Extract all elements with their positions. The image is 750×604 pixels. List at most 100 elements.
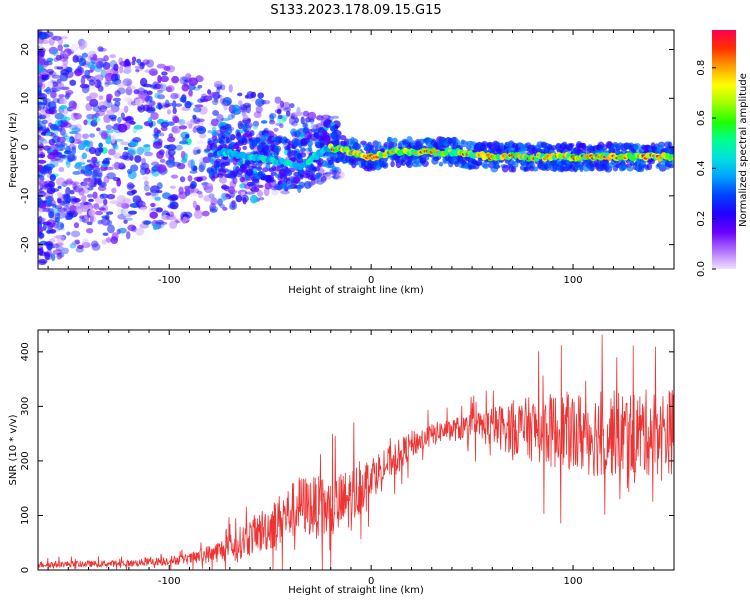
- heatmap-cell: [48, 46, 58, 55]
- heatmap-cell: [91, 243, 101, 251]
- heatmap-cell: [165, 86, 173, 93]
- y-tick-label: -20: [20, 236, 31, 252]
- heatmap-cell: [74, 198, 80, 204]
- heatmap-cell: [602, 148, 607, 154]
- heatmap-cell: [38, 204, 41, 208]
- heatmap-cell: [207, 183, 214, 187]
- heatmap-cell: [273, 127, 279, 132]
- heatmap-cell: [274, 96, 282, 104]
- heatmap-cell: [579, 164, 584, 171]
- heatmap-cell: [38, 30, 43, 38]
- heatmap-cell: [105, 157, 112, 161]
- heatmap-cell: [63, 180, 74, 184]
- heatmap-cell: [190, 192, 198, 197]
- heatmap-cell: [105, 124, 113, 131]
- heatmap-cell: [255, 137, 261, 143]
- heatmap-cell: [184, 188, 191, 197]
- heatmap-cell: [135, 227, 145, 236]
- heatmap-cell: [48, 37, 55, 46]
- heatmap-cell: [250, 194, 258, 204]
- heatmap-cell: [124, 65, 132, 74]
- heatmap-cell: [95, 196, 105, 204]
- heatmap-cell: [133, 124, 144, 130]
- heatmap-cell: [146, 90, 153, 96]
- heatmap-cell: [249, 130, 255, 137]
- heatmap-cell: [150, 111, 159, 120]
- heatmap-cell: [52, 249, 63, 256]
- heatmap-cell: [300, 116, 305, 125]
- heatmap-cell: [43, 180, 54, 188]
- heatmap-cell: [165, 160, 172, 166]
- heatmap-cell: [257, 92, 265, 99]
- heatmap-cell: [79, 215, 85, 220]
- heatmap-cell: [69, 79, 77, 86]
- heatmap-cell: [127, 224, 137, 232]
- heatmap-cell: [122, 78, 133, 86]
- heatmap-cell: [39, 152, 46, 158]
- heatmap-cell: [143, 89, 148, 94]
- heatmap-cell: [97, 46, 104, 52]
- heatmap-cell: [116, 202, 126, 208]
- heatmap-cell: [129, 154, 134, 161]
- heatmap-cell: [199, 133, 207, 139]
- heatmap-cell: [139, 167, 147, 176]
- heatmap-cell: [88, 79, 95, 86]
- heatmap-cell: [474, 161, 483, 166]
- heatmap-cell: [169, 185, 176, 189]
- heatmap-cell: [438, 161, 444, 167]
- heatmap-cell: [81, 214, 90, 224]
- heatmap-cell: [118, 65, 124, 74]
- heatmap-cell: [147, 117, 153, 124]
- heatmap-cell: [106, 109, 115, 116]
- heatmap-cell: [95, 57, 105, 62]
- heatmap-cell: [142, 144, 151, 154]
- heatmap-cell: [220, 84, 226, 91]
- heatmap-cell: [158, 221, 168, 225]
- heatmap-cell: [50, 90, 57, 99]
- heatmap-cell: [494, 163, 500, 169]
- heatmap-cell: [103, 175, 110, 184]
- heatmap-cell: [482, 163, 489, 169]
- heatmap-cell: [289, 103, 295, 109]
- y-tick-label: 10: [20, 92, 31, 105]
- heatmap-cell: [92, 174, 103, 181]
- heatmap-cell: [48, 180, 56, 188]
- heatmap-cell: [213, 98, 219, 103]
- heatmap-cell: [38, 119, 43, 128]
- heatmap-cell: [55, 119, 61, 127]
- heatmap-cell: [196, 190, 203, 195]
- heatmap-cell: [218, 176, 228, 184]
- heatmap-cell: [114, 90, 121, 97]
- heatmap-cell: [171, 75, 180, 84]
- heatmap-cell: [176, 162, 186, 170]
- heatmap-cell: [111, 164, 117, 168]
- heatmap-cell: [151, 120, 156, 127]
- heatmap-cell: [241, 123, 252, 132]
- heatmap-cell: [38, 64, 45, 73]
- heatmap-cell: [298, 181, 306, 188]
- heatmap-cell: [106, 172, 116, 180]
- heatmap-cell: [303, 180, 312, 189]
- heatmap-cell: [171, 126, 178, 133]
- heatmap-cell: [55, 54, 62, 61]
- heatmap-cell: [42, 200, 48, 204]
- heatmap-cell: [137, 106, 143, 111]
- heatmap-cell: [89, 214, 94, 223]
- heatmap-cell: [188, 89, 193, 97]
- heatmap-cell: [246, 181, 254, 187]
- heatmap-cell: [72, 55, 79, 63]
- heatmap-cell: [95, 60, 104, 69]
- heatmap-cell: [38, 188, 44, 194]
- heatmap-cell: [198, 161, 207, 171]
- heatmap-cell: [181, 158, 188, 164]
- spectrogram-frame: [37, 29, 675, 270]
- spectrogram-xlabel: Height of straight line (km): [288, 285, 424, 296]
- colorbar-tick-label: 0.8: [696, 60, 707, 76]
- heatmap-cell: [188, 89, 194, 98]
- heatmap-cell: [52, 97, 60, 104]
- heatmap-cell: [40, 73, 50, 81]
- heatmap-cell: [87, 193, 93, 198]
- heatmap-cell: [123, 219, 128, 224]
- snr-series-line: [38, 334, 674, 570]
- y-tick-label: 0: [20, 144, 31, 150]
